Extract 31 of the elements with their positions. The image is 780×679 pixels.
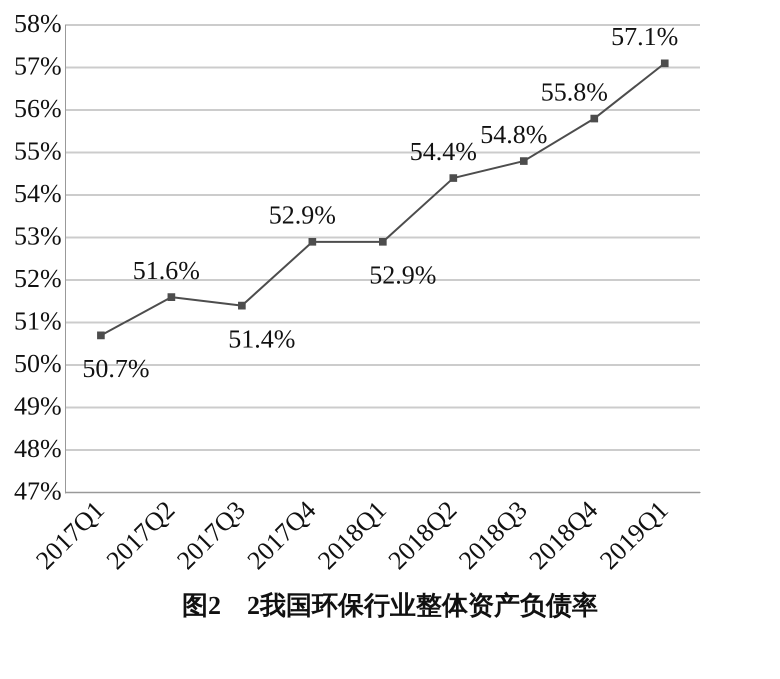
text: 51.6% — [132, 256, 200, 285]
y-tick-label: 49% — [14, 391, 62, 420]
y-tick-label: 53% — [14, 221, 62, 250]
text: 54.8% — [480, 120, 548, 149]
text: 图2 2我国环保行业整体资产负债率 — [181, 590, 599, 622]
point — [590, 114, 598, 122]
point — [168, 293, 176, 301]
y-tick-label: 58% — [14, 8, 62, 38]
y-tick-label: 50% — [14, 348, 62, 378]
point — [379, 238, 387, 246]
point — [308, 238, 316, 246]
y-tick-label: 48% — [14, 434, 62, 464]
y-tick-label: 47% — [14, 476, 62, 506]
text: 50.7% — [82, 354, 150, 384]
text: 55.8% — [540, 77, 608, 106]
point — [520, 157, 528, 165]
y-tick-label: 57% — [14, 51, 62, 80]
y-tick-label: 51% — [14, 306, 62, 336]
text: 52.9% — [268, 200, 336, 230]
text: 51.4% — [228, 324, 296, 354]
point — [238, 302, 246, 310]
y-tick-label: 56% — [14, 94, 62, 123]
y-tick-label: 55% — [14, 136, 62, 166]
point — [449, 174, 458, 182]
text: 52.9% — [369, 260, 436, 290]
y-tick-label: 52% — [14, 264, 62, 293]
y-tick-label: 54% — [14, 178, 62, 208]
point — [660, 59, 669, 68]
text: 54.4% — [410, 136, 477, 166]
text: 57.1% — [611, 22, 678, 52]
point — [97, 332, 105, 340]
